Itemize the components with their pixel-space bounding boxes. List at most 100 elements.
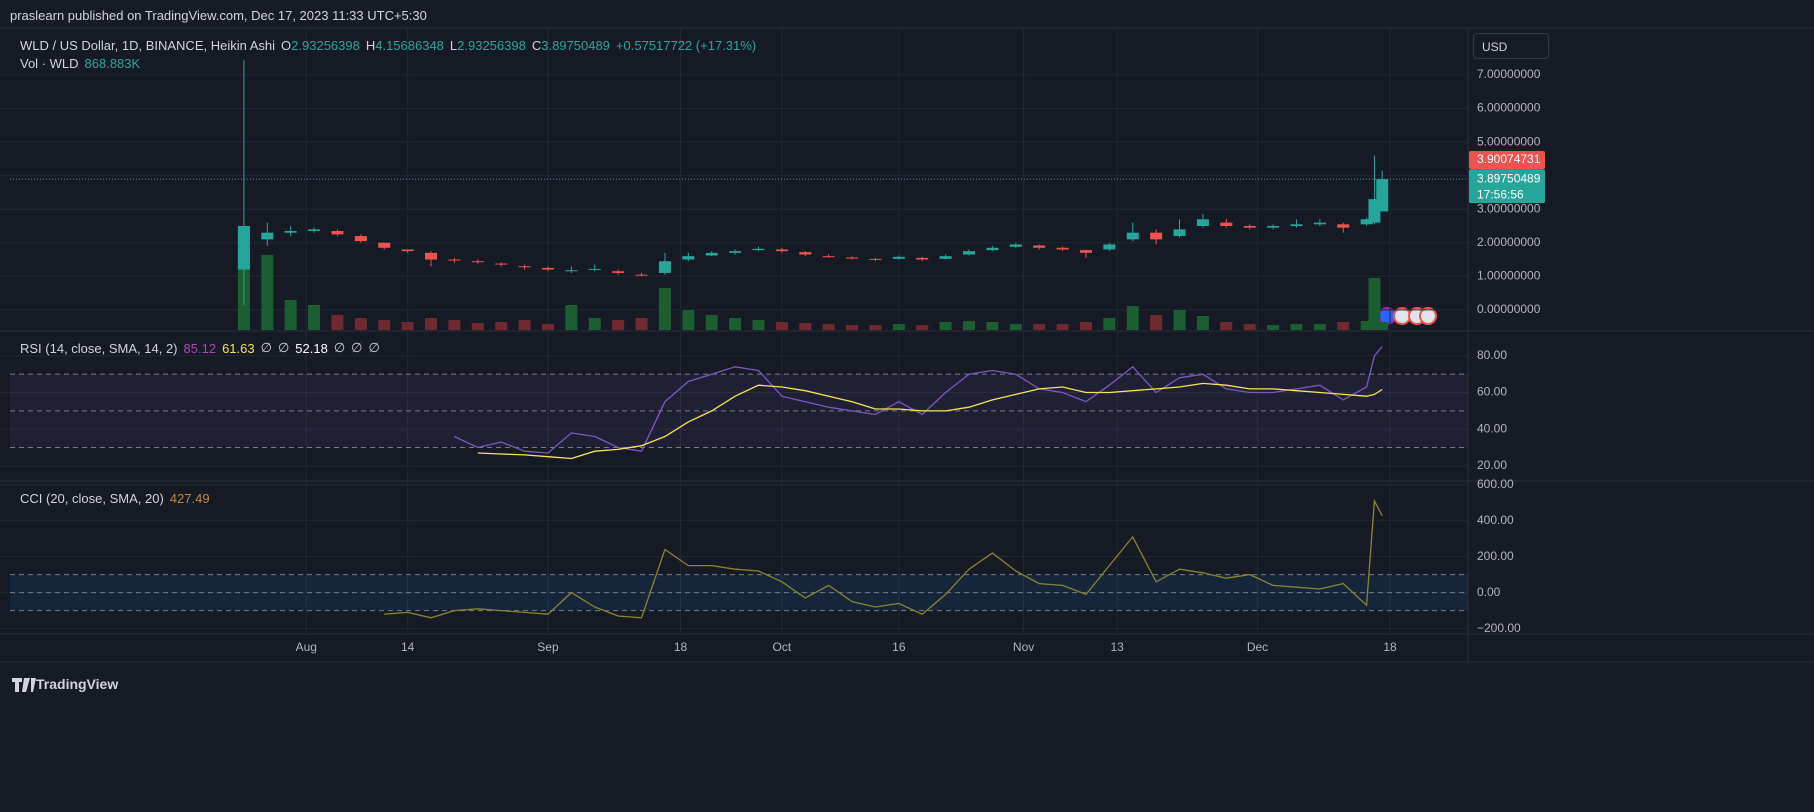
y-tick-label: 600.00	[1477, 477, 1514, 491]
candle-body	[495, 263, 508, 265]
price-tag	[1469, 169, 1545, 204]
event-icons[interactable]	[1378, 307, 1437, 325]
symbol-title: WLD / US Dollar, 1D, BINANCE, Heikin Ash…	[20, 38, 276, 53]
x-tick-label: 16	[892, 640, 906, 654]
y-tick-label: 80.00	[1477, 348, 1507, 362]
ohlc-value: 3.89750489	[541, 38, 610, 53]
x-tick-label: 18	[674, 640, 688, 654]
volume-bar	[518, 319, 531, 330]
volume-bar	[448, 319, 461, 330]
volume-bar	[541, 324, 554, 330]
volume-title: Vol · WLD	[20, 56, 79, 71]
volume-bar	[1368, 277, 1381, 330]
candle-body	[869, 258, 882, 260]
candle-body	[1376, 179, 1389, 212]
countdown: 17:56:56	[1477, 187, 1524, 201]
ohlc-value: 2.93256398	[291, 38, 360, 53]
ohlc-value: 2.93256398	[457, 38, 526, 53]
volume-bar	[986, 321, 999, 330]
volume-bar	[1267, 325, 1280, 330]
volume-bar	[658, 288, 671, 330]
event-icon[interactable]	[1378, 307, 1396, 325]
x-tick-label: 13	[1110, 640, 1124, 654]
candle-body	[1033, 245, 1046, 248]
rsi-sma-value: 61.63	[222, 340, 255, 356]
candle-body	[1173, 229, 1186, 237]
candle-body	[752, 248, 765, 251]
y-tick-label: 7.00000000	[1477, 67, 1541, 81]
rsi-extra: ∅	[351, 340, 363, 355]
x-tick-label: Dec	[1247, 640, 1268, 654]
volume-bar	[1103, 318, 1116, 330]
y-tick-label: 0.00	[1477, 585, 1501, 599]
volume-bar	[939, 321, 952, 330]
volume-bar	[471, 323, 484, 330]
candle-body	[261, 232, 274, 240]
candle-body	[775, 249, 788, 252]
volume-bar	[1376, 321, 1389, 330]
candle-body	[331, 231, 344, 235]
brand-logo	[12, 678, 36, 692]
y-tick-label: 0.00000000	[1477, 302, 1541, 316]
candle-body	[1313, 222, 1326, 225]
y-tick-label: 400.00	[1477, 513, 1514, 527]
volume-bar	[261, 254, 274, 330]
ohlc-label: O	[281, 38, 292, 53]
volume-bar	[846, 325, 859, 330]
volume-bar	[822, 324, 835, 330]
candle-body	[565, 270, 578, 272]
candle-body	[588, 268, 601, 270]
rsi-extra: ∅	[260, 340, 272, 355]
volume-bar	[378, 319, 391, 330]
candle-body	[541, 267, 554, 270]
rsi-legend: RSI (14, close, SMA, 14, 2) 85.12 61.63 …	[20, 340, 380, 356]
candle-body	[378, 242, 391, 248]
volume-bar	[1009, 324, 1022, 330]
ohlc-label: H	[365, 38, 376, 53]
candle-body	[1220, 222, 1233, 226]
rsi-extra: ∅	[333, 340, 346, 355]
y-tick-label: 1.00000000	[1477, 268, 1541, 282]
series-line	[477, 382, 1383, 460]
volume-bar	[1126, 305, 1139, 330]
price-legend: WLD / US Dollar, 1D, BINANCE, Heikin Ash…	[20, 38, 756, 53]
ohlc: O2.93256398	[281, 38, 360, 53]
marker-tag	[1469, 150, 1545, 169]
candle-body	[635, 274, 648, 276]
volume-bar	[1360, 320, 1373, 330]
candle-body	[1290, 224, 1303, 226]
candle-body	[1103, 244, 1116, 250]
candle-body	[822, 256, 835, 258]
x-tick-label: 14	[401, 640, 415, 654]
cci-value: 427.49	[169, 491, 210, 506]
volume-bar	[284, 299, 297, 330]
marker-tag-value: 3.90074731	[1477, 152, 1541, 166]
y-tick-label: 5.00000000	[1477, 134, 1541, 148]
rsi-value: 85.12	[183, 340, 217, 356]
volume-bar	[1056, 324, 1069, 330]
ohlc-label: L	[449, 38, 458, 53]
ohlc: C3.89750489	[532, 38, 610, 53]
volume-bar	[705, 314, 718, 330]
candle-body	[1267, 225, 1280, 228]
candle-body	[448, 259, 461, 261]
candle-body	[518, 266, 531, 268]
rsi-extra: ∅	[368, 340, 380, 355]
ohlc: H4.15686348	[366, 38, 444, 53]
x-tick-label: 18	[1383, 640, 1397, 654]
currency-button[interactable]: USD	[1473, 33, 1549, 59]
x-tick-label: Nov	[1013, 640, 1034, 654]
volume-bar	[1079, 321, 1092, 330]
event-icon[interactable]	[1419, 307, 1437, 325]
event-icon[interactable]	[1393, 307, 1411, 325]
volume-bar	[1196, 316, 1209, 330]
candle-body	[237, 225, 250, 270]
candle-body	[1243, 225, 1256, 228]
price-tag-value: 3.89750489	[1477, 171, 1541, 185]
candle-body	[1337, 224, 1350, 228]
volume-bar	[1220, 321, 1233, 330]
candle-body	[682, 256, 695, 260]
volume-bar	[354, 318, 367, 330]
